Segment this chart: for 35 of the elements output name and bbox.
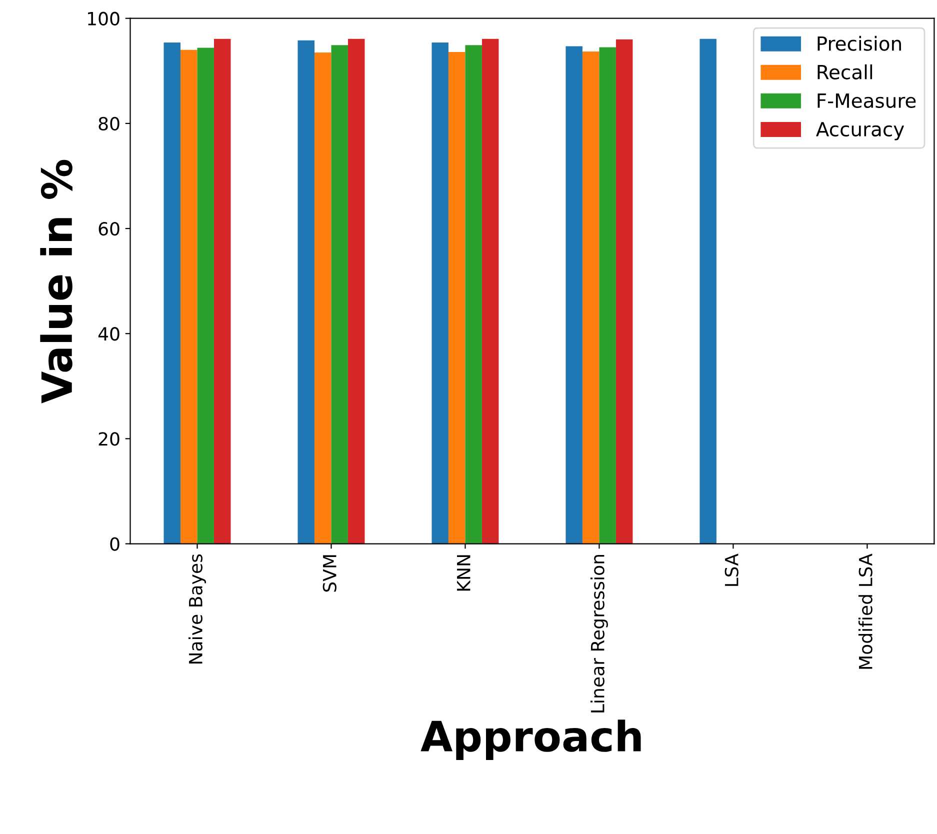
bar xyxy=(164,42,180,544)
legend-label: Recall xyxy=(818,64,872,80)
y-tick-label: 80 xyxy=(98,116,120,131)
y-tick-label: 20 xyxy=(98,432,120,446)
bar xyxy=(298,40,314,544)
y-axis-title: Value in % xyxy=(40,160,72,404)
bar xyxy=(197,48,214,544)
legend-label: F-Measure xyxy=(818,94,916,108)
x-tick-label: Linear Regression xyxy=(590,555,608,712)
y-tick-label: 0 xyxy=(110,537,120,551)
bar xyxy=(582,51,600,544)
y-tick-label: 100 xyxy=(88,12,120,26)
legend-label: Precision xyxy=(818,36,901,51)
x-axis-title: Approach xyxy=(420,720,641,760)
x-tick-label: Modified LSA xyxy=(858,554,872,669)
bar xyxy=(448,52,466,544)
y-tick-label: 60 xyxy=(98,222,120,236)
bar xyxy=(180,50,198,544)
bar xyxy=(616,39,633,544)
bar xyxy=(214,38,231,544)
bar xyxy=(432,42,448,544)
x-tick-label: KNN xyxy=(457,555,470,591)
x-tick-label: LSA xyxy=(724,554,738,586)
bar xyxy=(599,47,616,544)
y-tick-label: 40 xyxy=(98,327,120,341)
bar xyxy=(348,38,365,544)
bar xyxy=(465,45,482,544)
legend-label: Accuracy xyxy=(816,122,904,140)
bar xyxy=(314,52,332,544)
x-tick-label: SVM xyxy=(322,555,336,592)
bar xyxy=(331,45,348,544)
x-tick-label: Naive Bayes xyxy=(188,554,206,664)
bar xyxy=(700,38,716,544)
bar xyxy=(482,38,499,544)
bar xyxy=(566,46,582,544)
